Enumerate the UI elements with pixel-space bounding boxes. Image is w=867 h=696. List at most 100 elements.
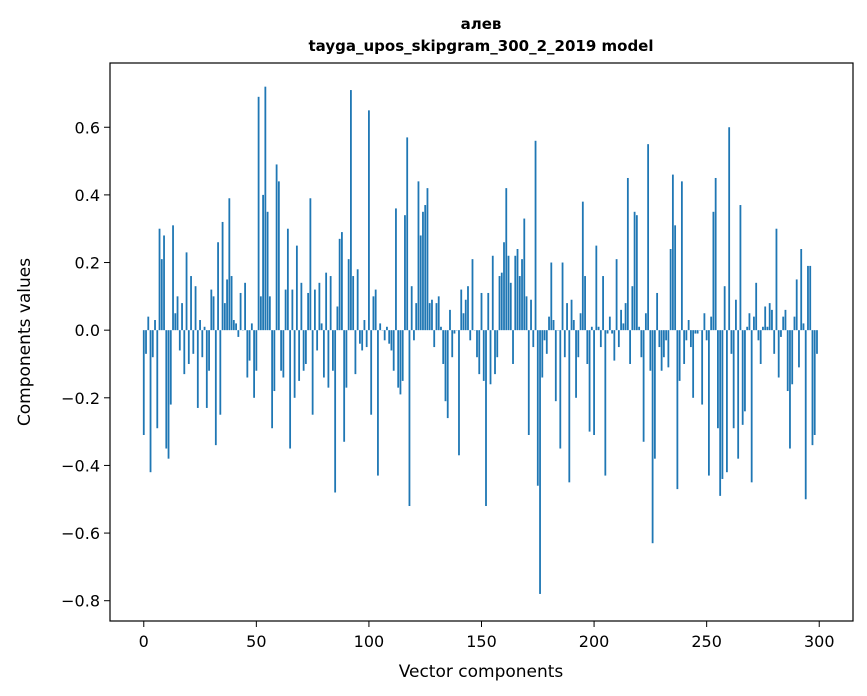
bar [595, 245, 598, 331]
bar [435, 303, 438, 331]
bar [532, 330, 535, 348]
bar [615, 259, 618, 331]
bar [291, 289, 294, 331]
bar [793, 316, 796, 331]
bar [696, 330, 699, 334]
bar [768, 303, 771, 331]
bar [680, 181, 683, 331]
y-tick-label: 0.2 [75, 254, 100, 273]
bar [516, 249, 519, 331]
bar [192, 330, 195, 354]
bar [399, 330, 402, 395]
bar [172, 225, 174, 331]
bar [282, 330, 285, 378]
bar [257, 96, 260, 331]
bar [419, 235, 422, 331]
bar [318, 282, 321, 331]
bar [401, 330, 404, 381]
bar [383, 330, 386, 341]
bar [552, 320, 555, 331]
bar [622, 323, 625, 331]
y-tick-label: 0.6 [75, 118, 100, 137]
bars-group [142, 86, 818, 594]
bar [786, 330, 789, 392]
x-tick-label: 200 [579, 632, 610, 651]
bar [221, 221, 224, 331]
bar [514, 255, 517, 331]
bar [671, 174, 674, 331]
bar [199, 320, 201, 331]
bar [322, 330, 325, 378]
bar [568, 330, 571, 483]
bar [550, 262, 553, 331]
bar [599, 330, 602, 348]
bar [762, 326, 764, 331]
bar [798, 330, 800, 368]
bar [717, 330, 719, 429]
bar [683, 330, 686, 364]
bar [604, 330, 607, 476]
bar [250, 323, 253, 331]
bar [579, 313, 582, 331]
bar [741, 330, 744, 425]
bar [726, 330, 728, 473]
bar [386, 326, 388, 331]
bar [640, 330, 643, 358]
bar [678, 330, 681, 381]
bar [147, 316, 150, 331]
bar [205, 330, 208, 408]
bar [428, 303, 431, 331]
bar [417, 181, 420, 331]
x-axis-ticks: 0 50 100 150 200 250 300 [139, 621, 835, 651]
bar [458, 330, 460, 456]
plot-frame [109, 62, 854, 622]
bar [809, 265, 812, 331]
bar [494, 330, 496, 375]
y-tick-label: −0.2 [61, 389, 100, 408]
bar [705, 330, 708, 341]
bar [660, 330, 663, 371]
bar [572, 320, 575, 331]
bar [584, 276, 586, 331]
bar [719, 330, 722, 496]
bar [647, 144, 650, 331]
bar [606, 330, 609, 334]
bar [286, 228, 289, 331]
bar [642, 330, 645, 442]
bar [802, 323, 805, 331]
bar [142, 330, 145, 435]
bar [737, 330, 740, 459]
bar [570, 299, 573, 331]
bar [334, 330, 337, 493]
bar [145, 330, 147, 354]
x-tick-label: 100 [354, 632, 385, 651]
bar [356, 269, 359, 331]
y-tick-label: −0.6 [61, 524, 100, 543]
bar [523, 218, 526, 331]
x-tick-label: 50 [246, 632, 266, 651]
bar [309, 198, 312, 331]
bar [176, 296, 179, 331]
bar [575, 330, 577, 398]
bar [271, 330, 274, 429]
bar [158, 228, 161, 331]
bar [800, 249, 803, 331]
bar [708, 330, 710, 476]
chart-subtitle: tayga_upos_skipgram_300_2_2019 model [309, 37, 654, 55]
x-axis-label: Vector components [399, 662, 564, 682]
bar [413, 330, 415, 341]
bar [482, 330, 485, 381]
bar [361, 330, 364, 351]
bar [174, 313, 177, 331]
bar [505, 188, 508, 331]
bar [410, 286, 413, 331]
bar [203, 326, 206, 331]
bar [500, 272, 503, 331]
bar [347, 259, 350, 331]
bar [154, 320, 156, 331]
bar [669, 249, 672, 331]
bar [424, 205, 427, 331]
bar [388, 330, 391, 344]
bar [160, 259, 163, 331]
